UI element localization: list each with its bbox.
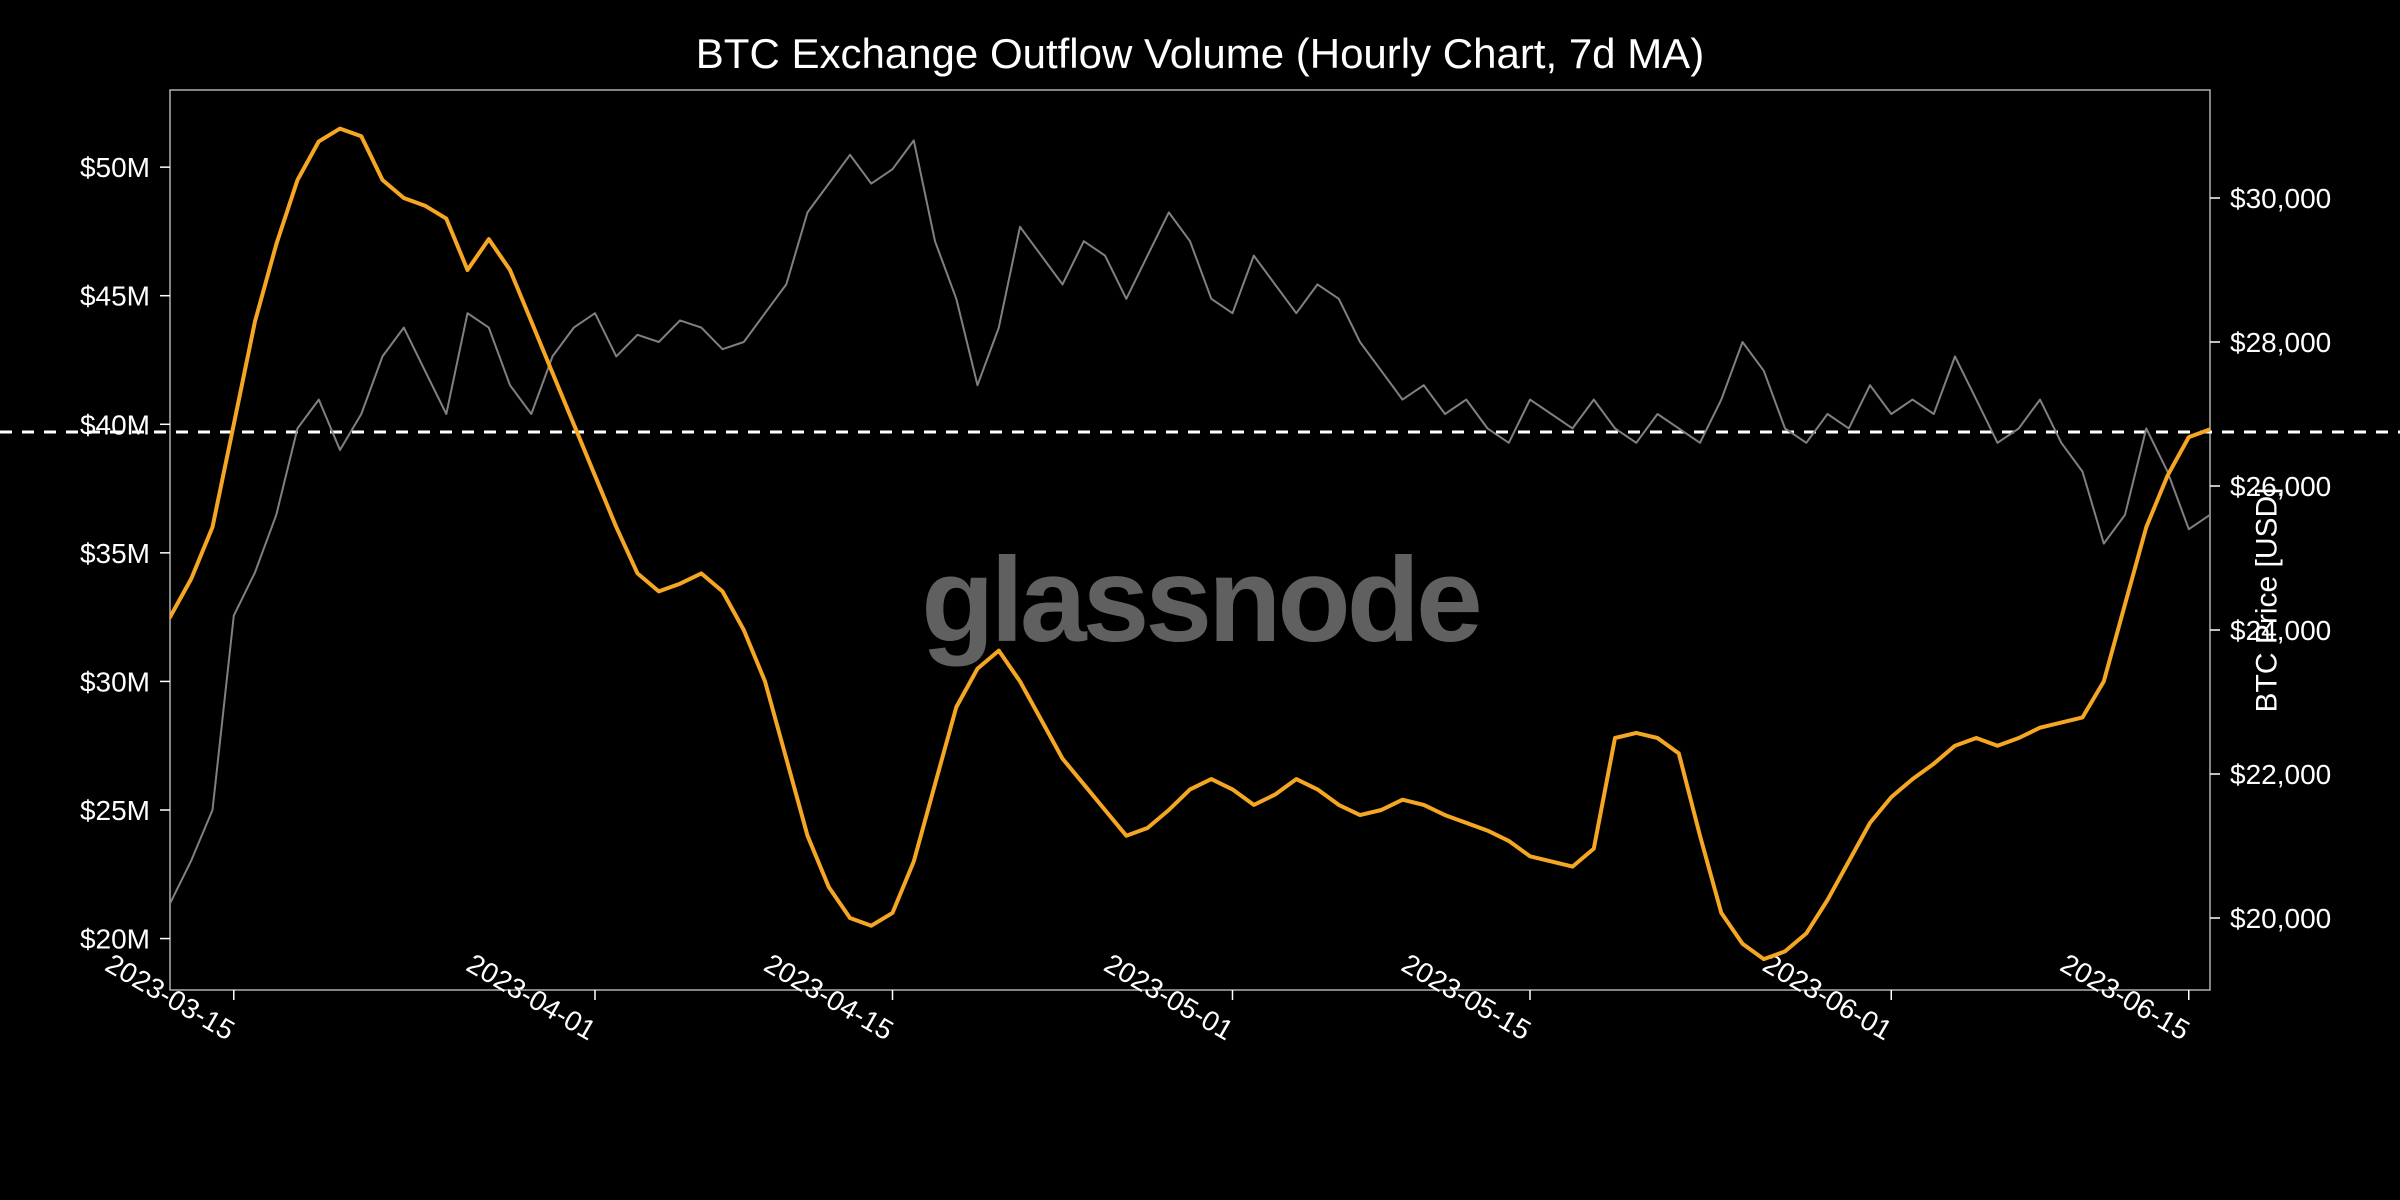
svg-text:2023-06-15: 2023-06-15 (2055, 948, 2195, 1046)
svg-text:2023-04-15: 2023-04-15 (759, 948, 899, 1046)
svg-text:$25M: $25M (80, 795, 150, 826)
svg-text:2023-05-15: 2023-05-15 (1397, 948, 1537, 1046)
chart-container: BTC Exchange Outflow Volume (Hourly Char… (0, 0, 2400, 1200)
svg-text:$22,000: $22,000 (2230, 759, 2331, 790)
chart-plot-area: $20M$25M$30M$35M$40M$45M$50M$20,000$22,0… (0, 0, 2400, 1200)
svg-text:$50M: $50M (80, 152, 150, 183)
svg-text:2023-06-01: 2023-06-01 (1758, 948, 1898, 1046)
svg-text:$20,000: $20,000 (2230, 903, 2331, 934)
svg-text:$28,000: $28,000 (2230, 327, 2331, 358)
svg-text:$40M: $40M (80, 409, 150, 440)
svg-text:$35M: $35M (80, 538, 150, 569)
svg-text:$30M: $30M (80, 666, 150, 697)
right-y-axis-label: BTC Price [USD] (2250, 487, 2284, 712)
svg-text:$30,000: $30,000 (2230, 183, 2331, 214)
svg-text:2023-04-01: 2023-04-01 (462, 948, 602, 1046)
svg-text:$45M: $45M (80, 281, 150, 312)
svg-text:2023-05-01: 2023-05-01 (1099, 948, 1239, 1046)
